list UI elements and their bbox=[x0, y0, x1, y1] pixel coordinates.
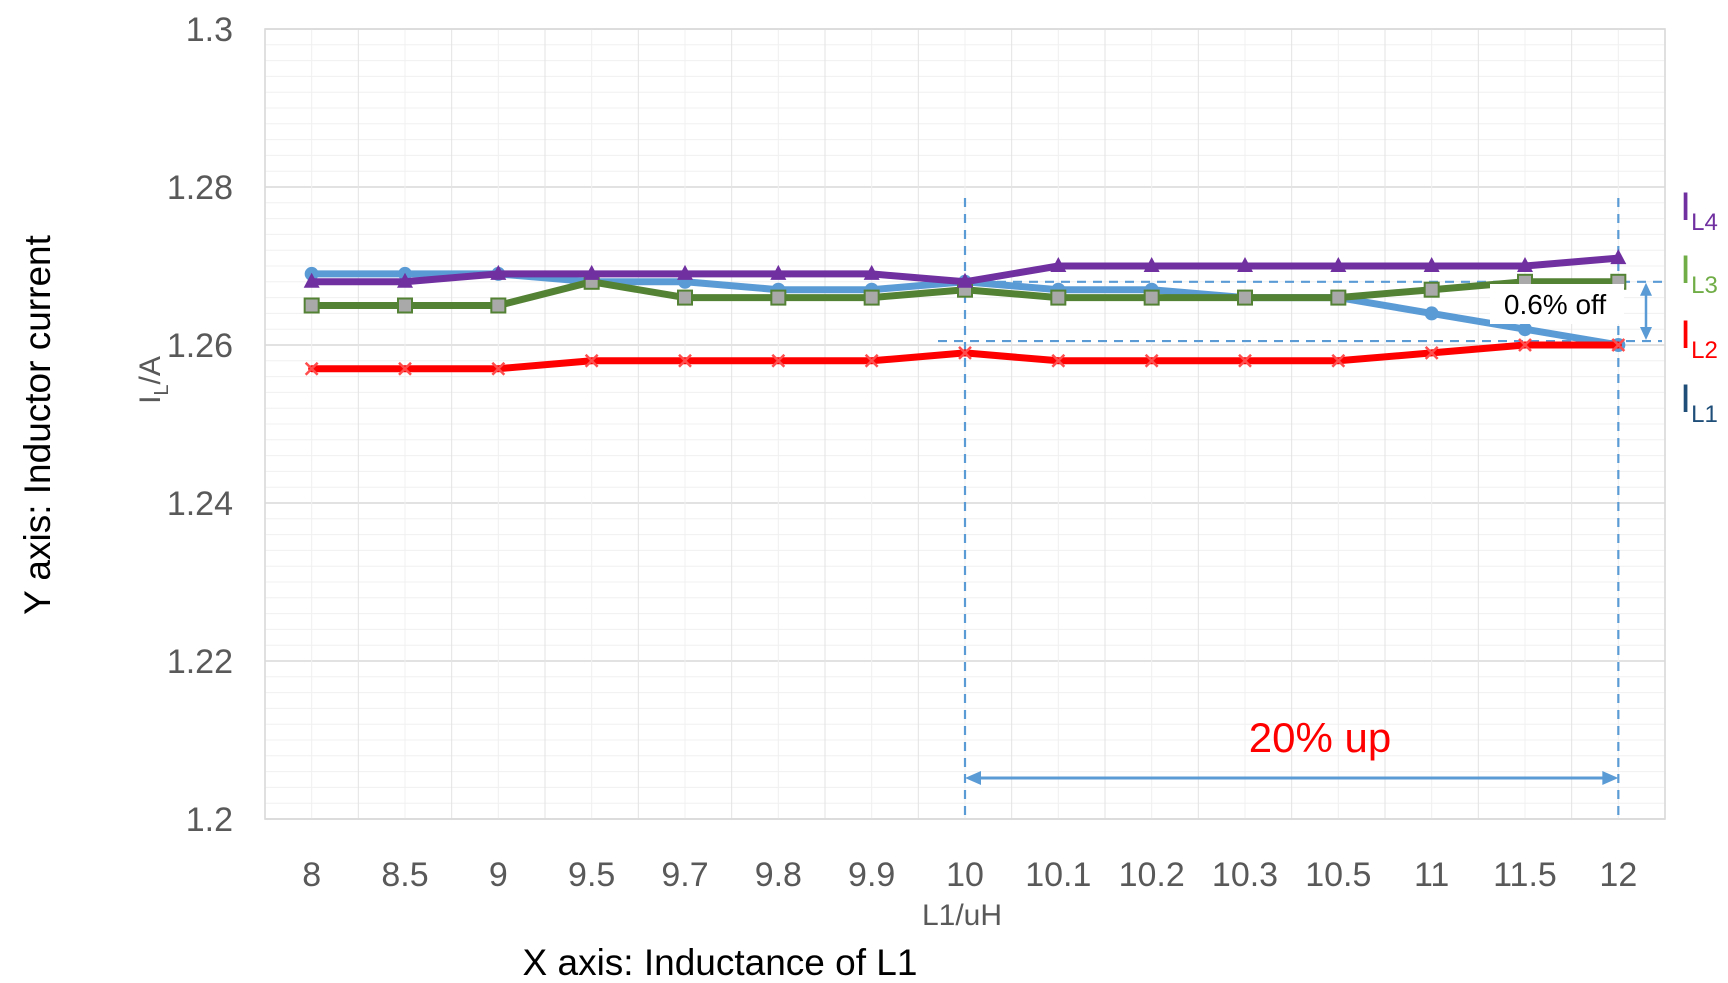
grid bbox=[264, 28, 1666, 820]
data-point bbox=[1423, 257, 1440, 272]
x-tick-label: 11.5 bbox=[1493, 856, 1557, 894]
data-point bbox=[677, 264, 693, 280]
data-point bbox=[1237, 257, 1253, 272]
plot-area-border bbox=[264, 28, 1666, 820]
data-point bbox=[1050, 257, 1067, 272]
data-series bbox=[303, 249, 1627, 376]
data-point bbox=[304, 361, 319, 376]
y-axis-label-rest: /A bbox=[134, 356, 167, 384]
x-tick-label: 8.5 bbox=[381, 856, 428, 894]
data-point bbox=[864, 353, 879, 368]
data-point bbox=[1518, 338, 1532, 352]
series-label-base: I bbox=[1680, 377, 1691, 421]
data-point bbox=[1051, 353, 1066, 368]
y-axis-label-base: I bbox=[134, 396, 167, 404]
off-annotation-background bbox=[1490, 284, 1624, 324]
data-point bbox=[1143, 289, 1160, 306]
data-point bbox=[1424, 346, 1439, 360]
x-tick-labels: 8 8.5 9 9.5 9.7 9.8 9.9 10 10.1 10.2 10.3 10.5 11 11.… bbox=[302, 856, 1637, 894]
data-point bbox=[1050, 289, 1067, 306]
x-tick-label: 9.8 bbox=[755, 856, 802, 894]
y-tick-label: 1.24 bbox=[167, 485, 233, 523]
data-point bbox=[1143, 257, 1160, 272]
data-point bbox=[677, 289, 693, 306]
x-tick-label: 11 bbox=[1414, 856, 1449, 894]
series-label-base: I bbox=[1680, 185, 1691, 229]
data-point bbox=[490, 297, 507, 314]
series-l4 bbox=[303, 249, 1627, 288]
data-point bbox=[397, 272, 413, 288]
data-point bbox=[398, 361, 412, 376]
data-point bbox=[303, 297, 320, 314]
data-point bbox=[491, 361, 506, 376]
y-axis-label: IL/A bbox=[134, 356, 173, 404]
x-axis-label: L1/uH bbox=[922, 899, 1002, 932]
y-axis-caption: Y axis: Inductor current bbox=[17, 234, 58, 614]
off-arrow-head-bottom bbox=[1640, 327, 1652, 341]
series-label-sub: L1 bbox=[1691, 401, 1718, 428]
x-tick-label: 10.2 bbox=[1119, 856, 1185, 894]
data-point bbox=[770, 264, 787, 280]
data-point bbox=[1517, 257, 1533, 272]
x-tick-label: 12 bbox=[1599, 856, 1637, 894]
y-tick-label: 1.3 bbox=[186, 11, 233, 49]
data-point bbox=[1330, 257, 1347, 272]
series-l2 bbox=[304, 338, 1626, 376]
data-point bbox=[397, 297, 413, 314]
x-tick-label: 9.7 bbox=[661, 856, 708, 894]
y-tick-label: 1.22 bbox=[167, 643, 233, 681]
range-arrow-head-left bbox=[965, 771, 981, 785]
y-tick-label: 1.26 bbox=[167, 327, 233, 365]
series-label-sub: L2 bbox=[1691, 337, 1718, 364]
data-point bbox=[957, 272, 973, 288]
y-axis-label-sub: L bbox=[151, 384, 173, 395]
x-tick-label: 10.3 bbox=[1212, 856, 1278, 894]
data-point bbox=[1423, 281, 1440, 298]
data-point bbox=[770, 289, 787, 306]
data-point bbox=[1611, 338, 1626, 352]
series-label-base: I bbox=[1680, 248, 1691, 292]
x-tick-label: 10.5 bbox=[1305, 856, 1371, 894]
series-label-l2: IL2 bbox=[1680, 313, 1718, 364]
series-label-sub: L3 bbox=[1691, 272, 1718, 299]
data-point bbox=[1518, 322, 1532, 337]
data-point bbox=[1237, 289, 1253, 306]
data-point bbox=[490, 264, 507, 280]
series-label-sub: L4 bbox=[1691, 209, 1718, 236]
off-annotation: 0.6% off bbox=[1504, 289, 1606, 320]
off-arrow-head-top bbox=[1640, 282, 1652, 296]
data-point bbox=[1144, 353, 1159, 368]
x-tick-label: 10 bbox=[946, 856, 984, 894]
y-tick-label: 1.28 bbox=[167, 169, 233, 207]
data-point bbox=[583, 264, 600, 280]
data-point bbox=[771, 353, 786, 368]
data-point bbox=[584, 353, 599, 368]
data-point bbox=[1238, 353, 1252, 368]
data-point bbox=[678, 353, 692, 368]
series-label-l1: IL1 bbox=[1680, 377, 1718, 428]
range-annotation: 20% up bbox=[1249, 714, 1391, 761]
x-tick-label: 9.5 bbox=[568, 856, 615, 894]
data-point bbox=[958, 346, 972, 360]
range-arrow-head-right bbox=[1602, 771, 1619, 785]
x-tick-label: 8 bbox=[302, 856, 321, 894]
data-point bbox=[863, 264, 880, 280]
data-point bbox=[1424, 306, 1439, 321]
data-point bbox=[303, 272, 320, 288]
x-tick-label: 9.9 bbox=[848, 856, 895, 894]
data-point bbox=[1331, 353, 1346, 368]
data-point bbox=[863, 289, 880, 306]
data-point bbox=[1330, 289, 1347, 306]
y-tick-labels: 1.2 1.22 1.24 1.26 1.28 1.3 bbox=[167, 11, 233, 839]
series-label-l3: IL3 bbox=[1680, 248, 1718, 299]
data-point bbox=[1610, 249, 1627, 265]
x-tick-label: 10.1 bbox=[1025, 856, 1091, 894]
series-label-l4: IL4 bbox=[1680, 185, 1718, 236]
y-tick-label: 1.2 bbox=[186, 801, 233, 839]
x-tick-label: 9 bbox=[489, 856, 508, 894]
x-axis-caption: X axis: Inductance of L1 bbox=[523, 942, 918, 983]
series-label-base: I bbox=[1680, 313, 1691, 357]
